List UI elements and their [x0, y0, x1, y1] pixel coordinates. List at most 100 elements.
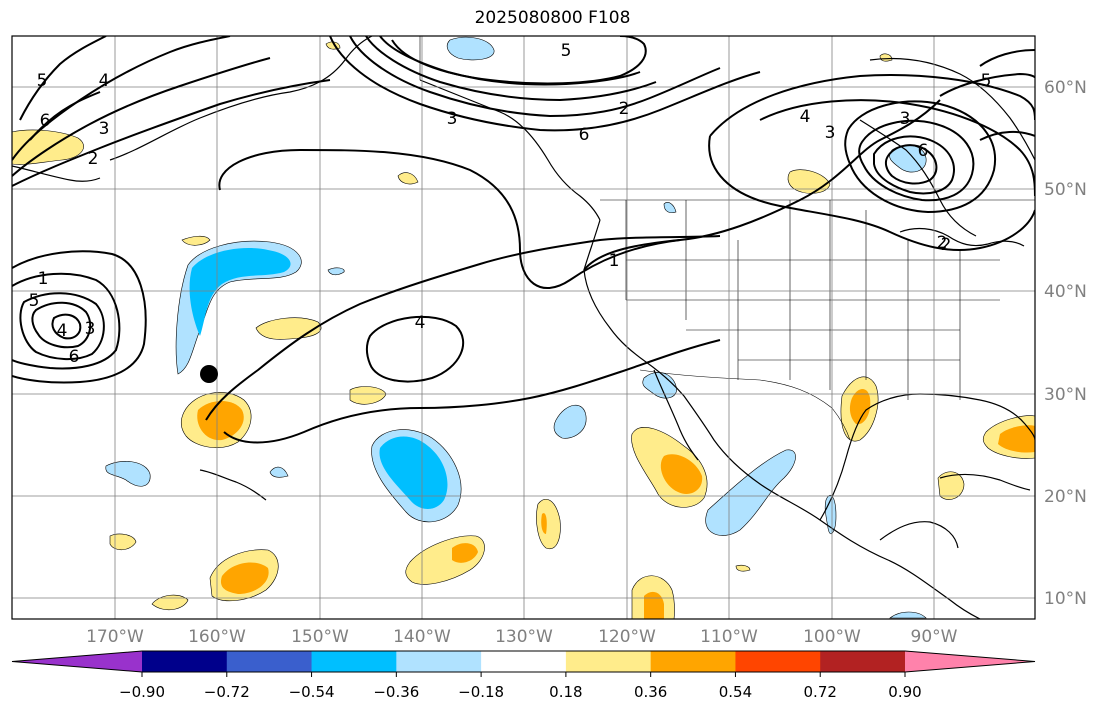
blue-patch-gulf-alaska-top [446, 37, 495, 61]
contour-6-gulf [391, 36, 647, 85]
contour-label: 1 [609, 251, 620, 271]
colorbar-ticks: −0.90 −0.72 −0.54 −0.36 −0.18 0.18 0.36 0.54 0.7… [119, 672, 922, 701]
contour-label: 2 [88, 149, 99, 169]
coast-cuba [939, 473, 1031, 491]
lat-tick-label: 40°N [1044, 282, 1087, 302]
blue-patch-small-a [327, 267, 345, 276]
contour-label: 3 [447, 109, 458, 129]
yellow-patch-20n120w [536, 499, 561, 550]
orange-core-baja [660, 454, 703, 495]
yellow-patch-small-7 [735, 564, 751, 572]
yellow-patch-small-2 [397, 172, 419, 185]
orange-core-hawaii [197, 401, 244, 441]
contour-gulf-alaska-outer [329, 36, 761, 132]
lat-tick-label: 60°N [1044, 78, 1087, 98]
lon-tick-label: 150°W [291, 627, 349, 647]
blue-core-central [379, 436, 448, 509]
lat-tick-label: 30°N [1044, 385, 1087, 405]
contour-5-top-right [939, 72, 1035, 97]
contour-2-big [218, 99, 941, 290]
orange-core-florida [998, 425, 1035, 453]
lon-tick-label: 90°W [911, 627, 958, 647]
state-lines [625, 200, 1000, 400]
contour-label: 2 [941, 235, 952, 255]
colorbar-tick-label: −0.18 [458, 683, 504, 701]
orange-core-10n120w [644, 591, 664, 619]
colorbar-extend-high [905, 651, 1035, 672]
contour-6-top-right [979, 49, 1035, 67]
contour-gulf-alaska-2 [349, 36, 721, 118]
yellow-patch-small-6 [879, 53, 893, 62]
contour-label: 2 [937, 233, 948, 253]
contour-label: 5 [981, 71, 992, 91]
contour-4-west [31, 301, 92, 349]
colorbar-segment [142, 651, 228, 672]
lon-axis: 170°W 160°W 150°W 140°W 130°W 120°W 110°W 100°W… [86, 627, 958, 647]
lon-tick-label: 120°W [598, 627, 656, 647]
lon-tick-label: 170°W [86, 627, 144, 647]
orange-core-10n140w [452, 543, 478, 563]
colorbar-segment [311, 651, 397, 672]
lat-tick-label: 10°N [1044, 589, 1087, 609]
blue-patch-hawaii-west [105, 461, 151, 487]
colorbar-segment [650, 651, 736, 672]
colorbar-segment [481, 651, 567, 672]
gridline-lon [114, 36, 935, 619]
gridline-lat [12, 86, 1035, 599]
gridlines [12, 36, 1035, 619]
lon-tick-label: 100°W [803, 627, 861, 647]
contour-3-hudson-east [979, 130, 1035, 141]
yellow-patch-small-4 [151, 594, 189, 611]
contour-3-north [12, 57, 271, 177]
colorbar-segment [565, 651, 652, 672]
border-us-mexico [639, 369, 851, 441]
political-borders [419, 36, 1035, 441]
colorbar-segment [735, 651, 821, 672]
lat-axis: 60°N 50°N 40°N 30°N 20°N 10°N [1044, 78, 1087, 609]
coast-west-us [583, 219, 981, 619]
contour-label: 2 [619, 99, 630, 119]
colorbar-extend-low [12, 651, 142, 672]
coast-baja [653, 369, 699, 461]
island-hawaii [199, 469, 267, 501]
map-border [11, 35, 1036, 620]
storm-marker [200, 365, 218, 383]
colorbar-tick-label: 0.90 [888, 683, 921, 701]
contour-hudson-4 [858, 119, 975, 202]
blue-core-north-pacific [189, 248, 291, 336]
shading-layer [12, 37, 1035, 619]
contour-label: 1 [38, 269, 49, 289]
contour-gulf-alaska-3 [365, 36, 657, 102]
orange-core-20n120w [541, 513, 547, 534]
map-title: 2025080800 F108 [474, 8, 631, 28]
contour-6-nw [29, 91, 101, 141]
contour-hudson-low-outer [709, 73, 1035, 137]
coast-alaska-panhandle [419, 79, 601, 221]
lon-tick-label: 140°W [393, 627, 451, 647]
contour-lines [12, 36, 1035, 444]
contour-2-hudson [708, 135, 1035, 251]
blue-patch-small-b [269, 466, 289, 478]
coast-great-lakes [899, 227, 1025, 247]
lon-tick-label: 110°W [700, 627, 758, 647]
lon-tick-label: 130°W [495, 627, 553, 647]
coast-kamchatka [12, 165, 101, 182]
colorbar-tick-label: −0.72 [204, 683, 250, 701]
contour-2-west [12, 272, 121, 370]
contour-label: 4 [99, 71, 110, 91]
contour-5-north [19, 36, 107, 121]
contour-hudson-5 [873, 135, 955, 195]
contour-label: 5 [561, 41, 572, 61]
contour-1-north [12, 79, 331, 187]
lon-tick-label: 160°W [188, 627, 246, 647]
contour-6-hudson [884, 144, 938, 185]
coast-yucatan [879, 521, 959, 549]
colorbar-segment [226, 651, 313, 672]
contour-label: 4 [800, 107, 811, 127]
yellow-patch-small-1 [181, 235, 211, 246]
contour-label: 6 [918, 141, 929, 161]
colorbar-tick-label: −0.36 [373, 683, 419, 701]
contour-hudson-low-2 [759, 99, 1035, 197]
